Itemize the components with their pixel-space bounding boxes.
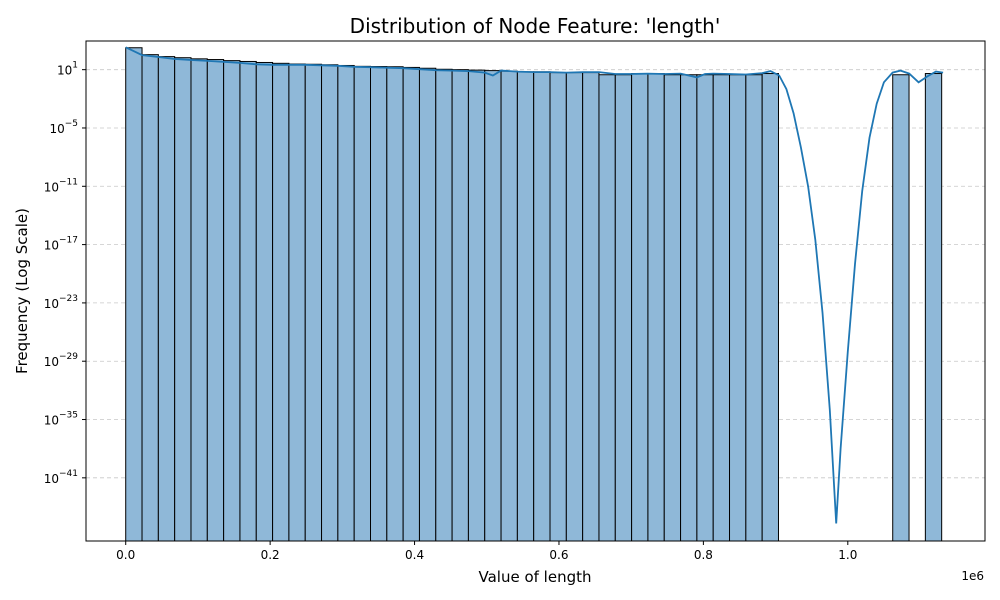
histogram-bar (549, 72, 567, 542)
histogram-bar (337, 64, 355, 542)
histogram-bar (402, 66, 420, 542)
histogram-bar (141, 54, 159, 542)
histogram-bar (500, 70, 518, 542)
y-tick-label: 10−11 (44, 177, 78, 194)
histogram-bar (174, 57, 192, 542)
histogram-bar (892, 74, 910, 542)
histogram-bar (533, 71, 551, 542)
histogram-bar (582, 72, 600, 542)
x-axis-label: Value of length (479, 568, 592, 586)
y-axis: 101 10−5 10−11 10−17 10−23 10−29 10−35 10−41 (44, 61, 86, 486)
histogram-bar (729, 74, 747, 542)
histogram-bar (663, 74, 682, 542)
y-tick-label: 10−23 (44, 294, 78, 311)
histogram-bar (255, 61, 274, 542)
histogram-bar (631, 73, 649, 542)
x-tick-label: 0.6 (549, 548, 568, 562)
x-axis-offset-label: 1e6 (961, 569, 984, 583)
histogram-bar (418, 67, 437, 542)
histogram-bar (484, 70, 502, 542)
histogram-bar (125, 47, 143, 542)
y-tick-label: 10−29 (44, 352, 79, 369)
histogram-bar (745, 74, 763, 542)
histogram-bar (516, 71, 535, 542)
histogram-bar (598, 74, 616, 542)
histogram-bar (386, 66, 404, 542)
x-tick-label: 1.0 (838, 548, 857, 562)
histogram-bar (353, 65, 372, 542)
histogram-bar (614, 74, 633, 542)
chart-title: Distribution of Node Feature: 'length' (350, 14, 721, 38)
y-tick-label: 10−41 (44, 469, 78, 486)
histogram-bar (304, 63, 323, 542)
y-axis-label: Frequency (Log Scale) (13, 208, 31, 374)
plot-frame (85, 40, 986, 542)
histogram-bar (190, 58, 208, 542)
histogram-bar (239, 60, 257, 542)
histogram-bar (924, 73, 943, 542)
histogram-bar (157, 56, 176, 542)
histogram-bar (272, 62, 290, 542)
x-axis: 0.0 0.2 0.4 0.6 0.8 1.0 (116, 541, 857, 562)
y-tick-label: 10−35 (44, 411, 78, 428)
x-tick-label: 0.8 (694, 548, 713, 562)
histogram-bar (435, 68, 453, 542)
histogram-bar (680, 74, 698, 542)
y-tick-label: 101 (57, 61, 78, 78)
histogram-bar (647, 73, 665, 542)
histogram-bar (565, 72, 584, 542)
y-tick-label: 10−17 (44, 236, 78, 253)
histogram-bars (125, 47, 943, 542)
x-tick-label: 0.2 (261, 548, 280, 562)
histogram-bar (712, 74, 731, 542)
histogram-bar (206, 59, 225, 542)
histogram-bar (451, 69, 469, 542)
histogram-bar (370, 66, 388, 542)
x-tick-label: 0.4 (405, 548, 424, 562)
x-tick-label: 0.0 (116, 548, 135, 562)
histogram-bar (696, 74, 714, 542)
histogram-bar (761, 73, 779, 542)
histogram-bar (223, 60, 241, 542)
kde-line (125, 46, 944, 524)
histogram-bar (321, 64, 339, 542)
y-tick-label: 10−5 (49, 119, 78, 136)
histogram-bar (467, 69, 486, 542)
histogram-bar (288, 63, 306, 542)
